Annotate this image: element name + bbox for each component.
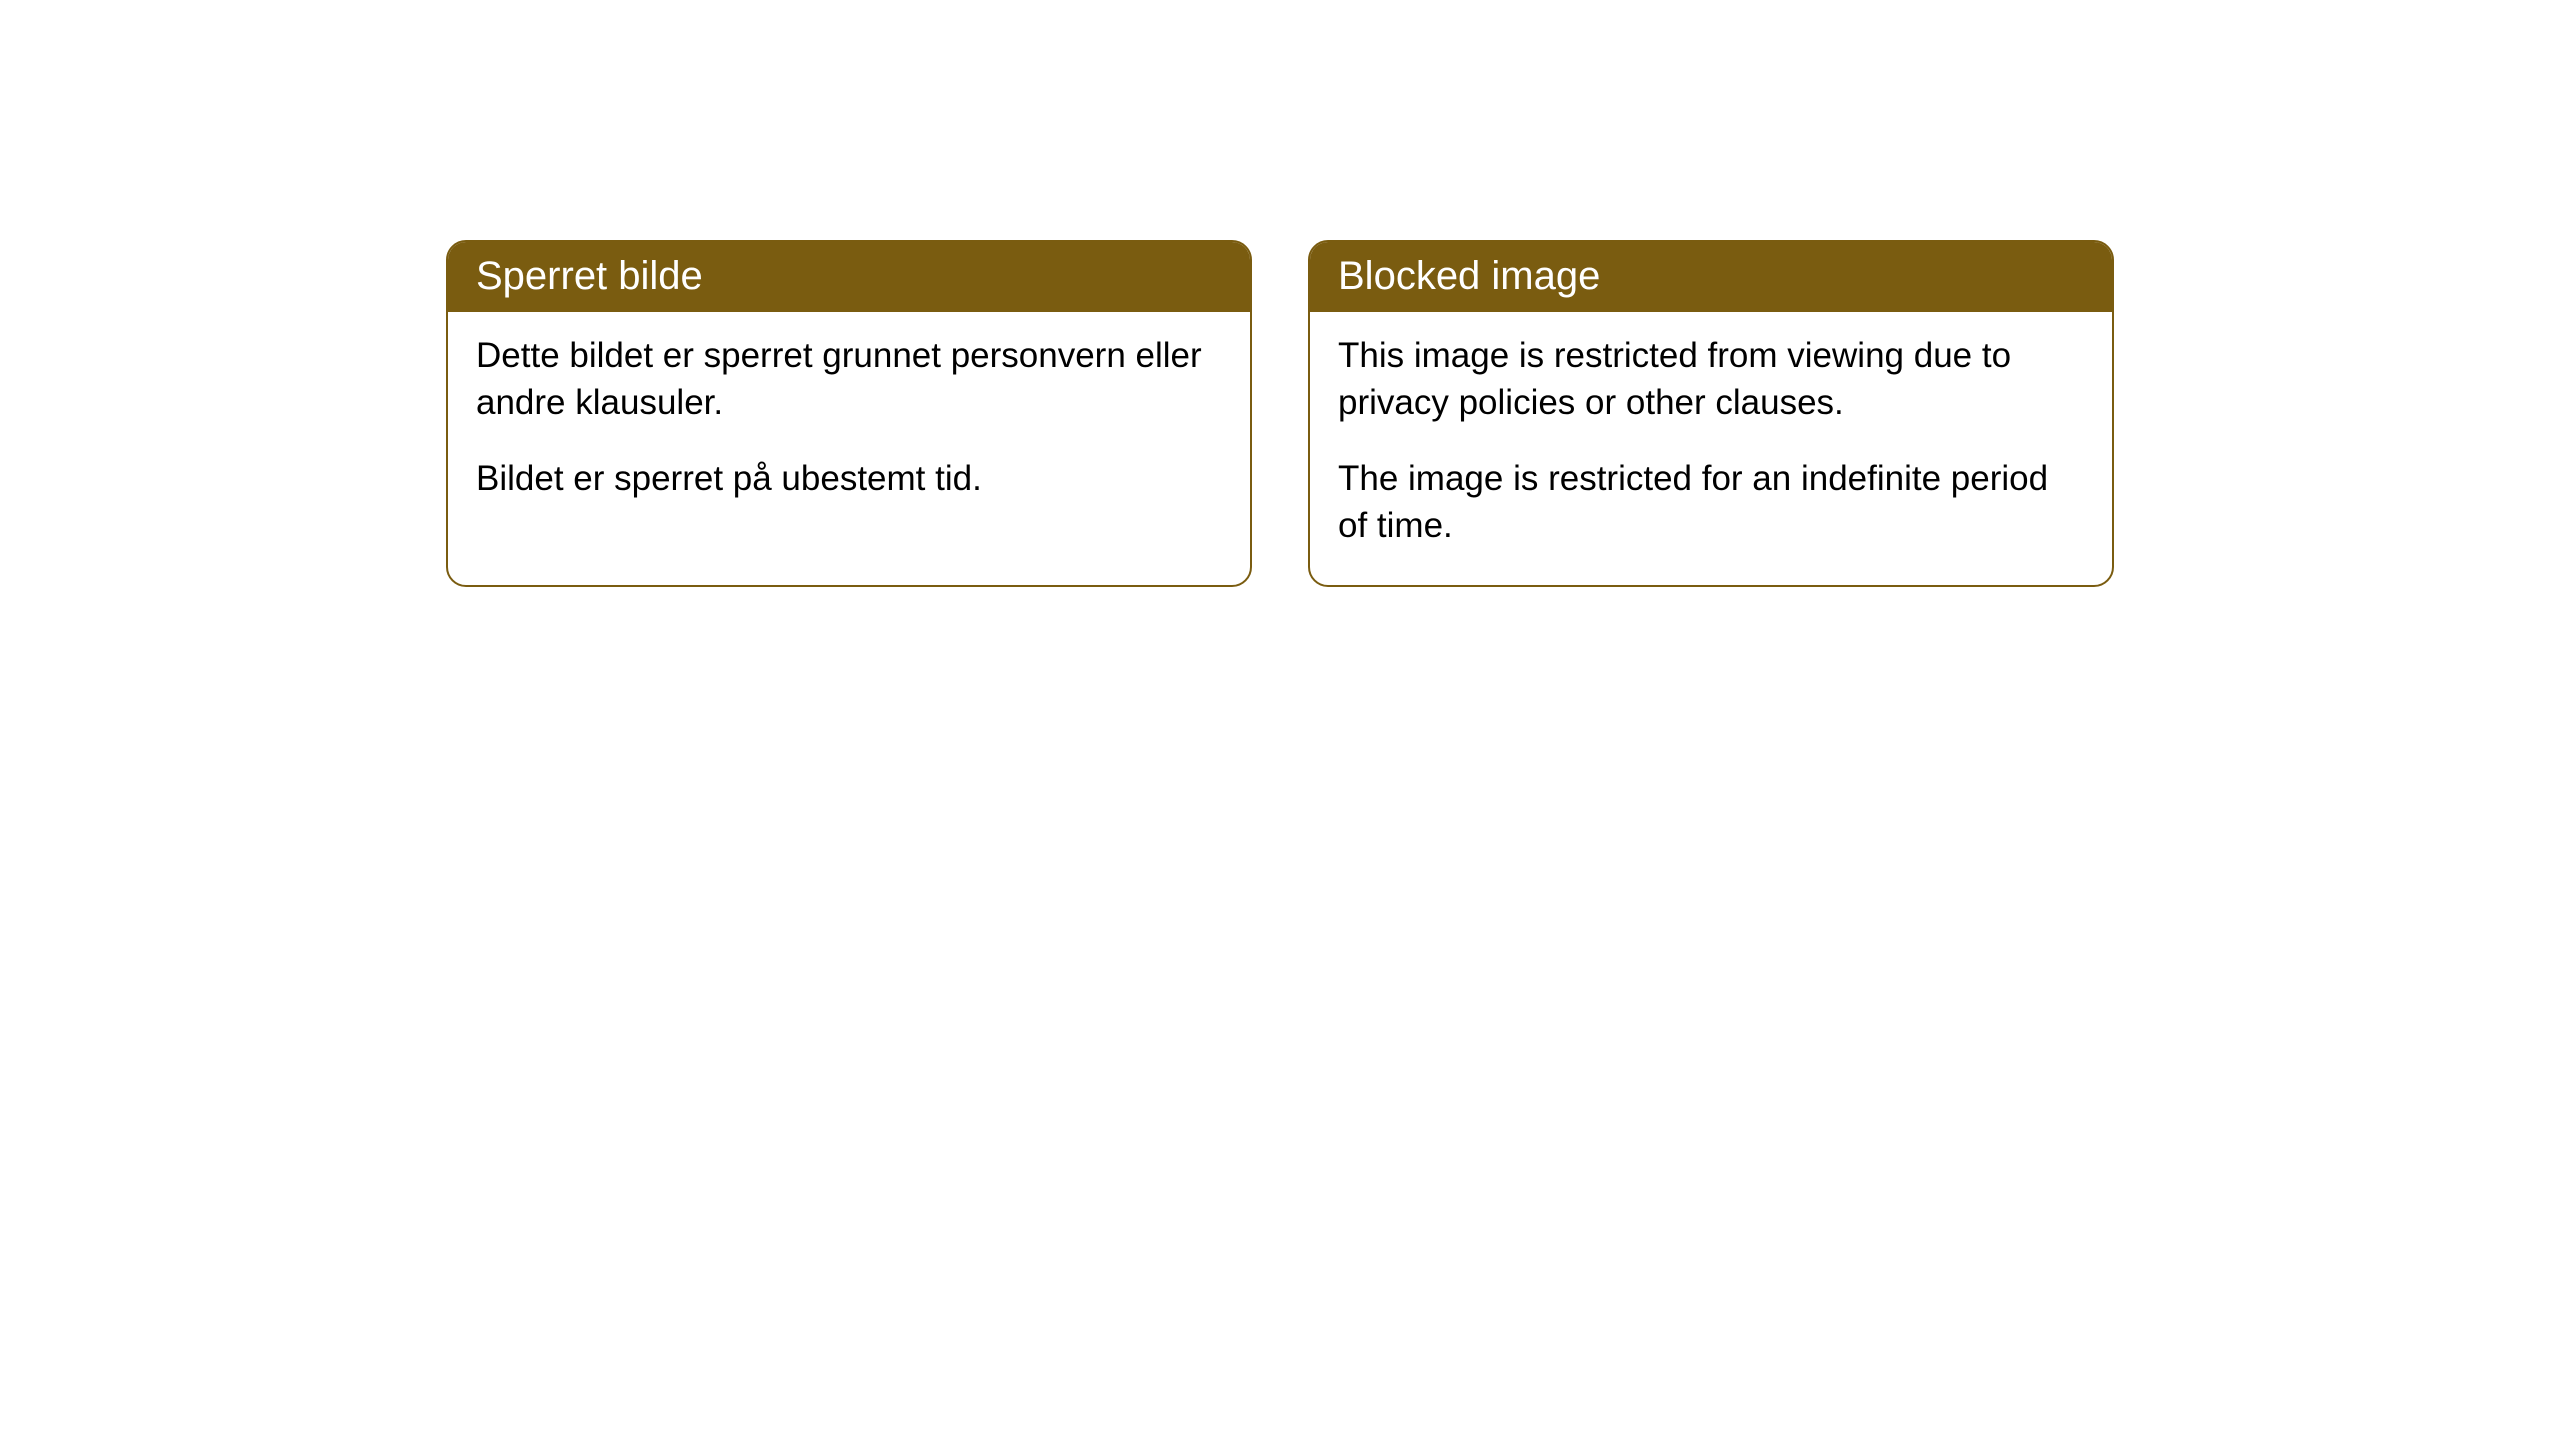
notice-card-norwegian: Sperret bilde Dette bildet er sperret gr… bbox=[446, 240, 1252, 587]
card-paragraph-1: This image is restricted from viewing du… bbox=[1338, 332, 2084, 427]
notice-cards-container: Sperret bilde Dette bildet er sperret gr… bbox=[446, 240, 2114, 587]
card-header-english: Blocked image bbox=[1310, 242, 2112, 312]
notice-card-english: Blocked image This image is restricted f… bbox=[1308, 240, 2114, 587]
card-paragraph-2: Bildet er sperret på ubestemt tid. bbox=[476, 455, 1222, 502]
card-body-english: This image is restricted from viewing du… bbox=[1310, 312, 2112, 585]
card-paragraph-1: Dette bildet er sperret grunnet personve… bbox=[476, 332, 1222, 427]
card-header-norwegian: Sperret bilde bbox=[448, 242, 1250, 312]
card-body-norwegian: Dette bildet er sperret grunnet personve… bbox=[448, 312, 1250, 538]
card-paragraph-2: The image is restricted for an indefinit… bbox=[1338, 455, 2084, 550]
